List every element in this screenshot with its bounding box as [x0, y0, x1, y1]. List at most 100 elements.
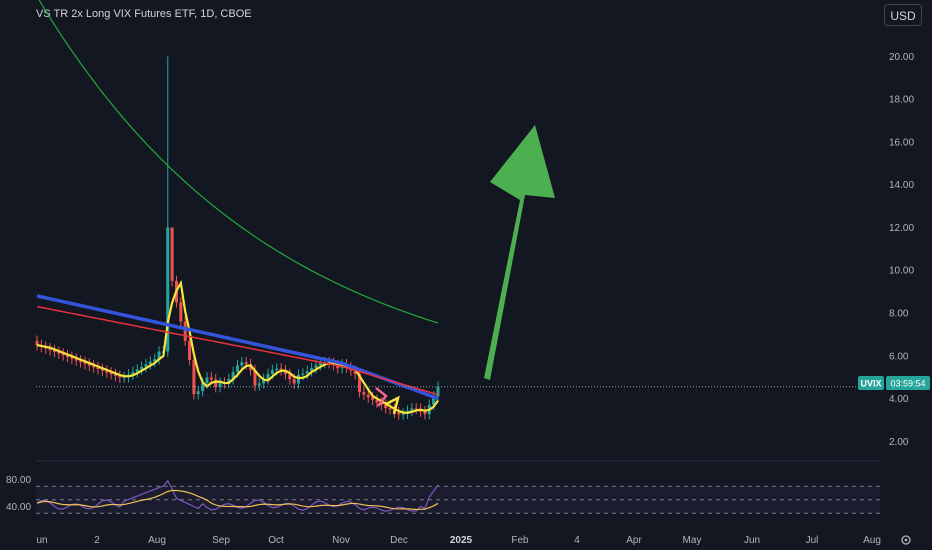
candle-body — [253, 370, 257, 386]
candle-body — [384, 404, 388, 409]
candle-body — [414, 408, 418, 410]
candle-body — [432, 396, 436, 405]
candle-body — [358, 373, 362, 393]
time-tick-label: Sep — [212, 535, 230, 546]
candle-body — [144, 364, 148, 367]
candle-body — [288, 374, 292, 380]
price-tick-label: 16.00 — [889, 137, 914, 148]
candle-body — [35, 340, 39, 346]
time-tick-label: Dec — [390, 535, 408, 546]
candle-body — [48, 348, 52, 351]
price-tick-label: 4.00 — [889, 394, 909, 405]
candle-body — [270, 370, 274, 374]
candle-body — [244, 362, 248, 365]
candle-body — [92, 365, 96, 368]
candle-body — [61, 353, 65, 356]
rsi-line — [36, 479, 439, 512]
currency-button[interactable]: USD — [884, 4, 922, 26]
candle-body — [140, 366, 144, 370]
rsi-tick-label: 40.00 — [6, 502, 31, 513]
candle-body — [153, 359, 157, 362]
candle-body — [113, 374, 117, 376]
up-arrow-annotation — [484, 125, 555, 380]
candle-body — [366, 394, 370, 398]
time-axis[interactable]: un 2 Aug Sep Oct Nov Dec 2025 Feb 4 Apr May Jun Jul Au… — [36, 535, 880, 546]
candle-body — [397, 412, 401, 415]
candle-body — [74, 358, 78, 361]
candle-body — [179, 302, 183, 322]
candle-body — [66, 355, 70, 358]
candle-body — [266, 373, 270, 379]
price-axis[interactable]: 20.00 18.00 16.00 14.00 12.00 10.00 8.00 6.00 4.… — [889, 52, 914, 448]
candle-body — [292, 379, 296, 384]
gear-icon[interactable] — [901, 535, 911, 545]
candle-body — [314, 365, 318, 369]
candle-body — [305, 371, 309, 374]
price-tick-label: 20.00 — [889, 52, 914, 63]
candle-body — [188, 340, 192, 361]
time-tick-label: Oct — [268, 535, 284, 546]
ma-yellow-line — [36, 279, 439, 414]
time-tick-label: Nov — [332, 535, 350, 546]
candle-body — [275, 368, 279, 371]
ma-blue-line — [36, 294, 439, 401]
candle-body — [166, 227, 170, 352]
candle-body — [201, 383, 205, 392]
time-tick-label: un — [36, 535, 47, 546]
candle-body — [105, 370, 109, 373]
candle-body — [209, 377, 213, 380]
candle-body — [70, 357, 74, 359]
candle-body — [52, 350, 56, 352]
candle-body — [100, 369, 104, 371]
rsi-band — [36, 486, 880, 514]
time-tick-label: Aug — [863, 535, 881, 546]
candle-body — [148, 361, 152, 365]
candle-body — [83, 362, 87, 364]
candle-body — [118, 375, 122, 378]
candle-body — [227, 379, 231, 384]
candle-body — [279, 368, 283, 371]
countdown-label: 03:59:54 — [890, 379, 925, 389]
candle-body — [297, 374, 301, 384]
rsi-axis[interactable]: 80.00 40.00 — [6, 475, 31, 513]
price-tick-label: 14.00 — [889, 180, 914, 191]
price-tick-label: 10.00 — [889, 266, 914, 277]
candle-body — [196, 391, 200, 395]
price-tick-label: 8.00 — [889, 309, 909, 320]
candle-body — [388, 408, 392, 410]
time-tick-label: Feb — [511, 535, 529, 546]
candle-body — [436, 386, 440, 397]
candle-body — [262, 378, 266, 384]
candle-body — [231, 371, 235, 380]
candle-body — [192, 360, 196, 395]
candle-body — [135, 369, 139, 373]
ma-green-line — [38, 0, 439, 324]
time-tick-label: 4 — [574, 535, 580, 546]
candle-body — [410, 408, 414, 411]
candle-body — [353, 370, 357, 374]
pink-marker — [375, 387, 388, 407]
price-pane[interactable] — [35, 0, 881, 420]
candle-body — [170, 227, 174, 281]
candle-body — [401, 413, 405, 415]
candle-body — [362, 392, 366, 395]
price-tick-label: 12.00 — [889, 223, 914, 234]
candle-body — [257, 383, 261, 386]
candle-body — [122, 377, 126, 379]
time-tick-label: May — [683, 535, 702, 546]
current-price-label: UVIX 03:59:54 — [858, 376, 930, 390]
candle-body — [240, 362, 244, 366]
candle-body — [87, 363, 91, 366]
candle-body — [183, 321, 187, 341]
time-tick-label: Aug — [148, 535, 166, 546]
rsi-pane[interactable] — [36, 460, 880, 514]
candle-body — [109, 372, 113, 375]
rsi-ma-line — [36, 489, 439, 511]
candle-body — [131, 372, 135, 375]
candle-body — [236, 365, 239, 372]
time-tick-label: Apr — [626, 535, 642, 546]
ticker-label: UVIX — [860, 379, 881, 389]
candle-body — [57, 351, 61, 354]
price-tick-label: 18.00 — [889, 95, 914, 106]
